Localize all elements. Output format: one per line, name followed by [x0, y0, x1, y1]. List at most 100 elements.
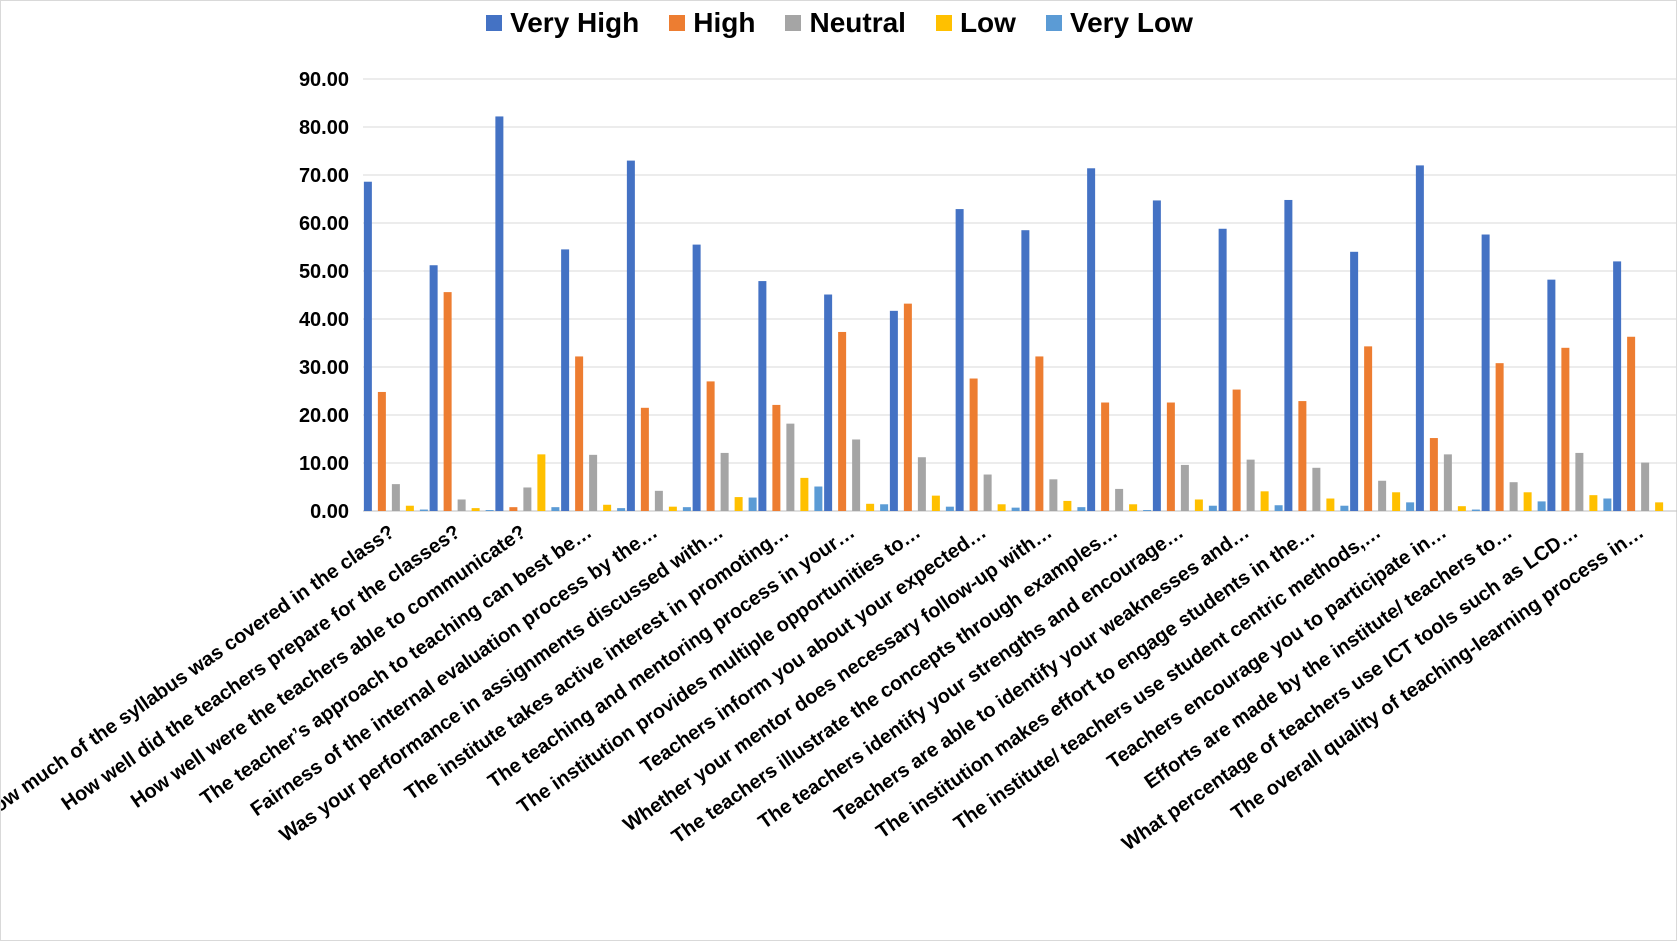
- bar: [1274, 505, 1283, 511]
- y-tick-label: 30.00: [299, 357, 349, 379]
- bar: [377, 391, 386, 511]
- bar: [1035, 356, 1044, 511]
- bar: [903, 303, 912, 511]
- bar: [626, 160, 635, 511]
- bar: [443, 292, 452, 511]
- bar: [983, 474, 992, 511]
- bar: [682, 507, 691, 511]
- legend-item-neutral: Neutral: [785, 7, 906, 39]
- bar: [1011, 507, 1020, 511]
- bar: [1260, 491, 1269, 511]
- bar: [758, 281, 767, 511]
- bar: [1495, 363, 1504, 511]
- bar: [561, 249, 570, 511]
- bar: [589, 454, 598, 511]
- bar: [1180, 464, 1189, 511]
- bar: [419, 509, 428, 511]
- bar: [786, 423, 795, 511]
- bar: [1340, 505, 1349, 511]
- bar: [1641, 462, 1650, 511]
- bar: [551, 507, 560, 511]
- bar: [1143, 510, 1152, 511]
- bar: [1077, 507, 1086, 511]
- y-tick-label: 80.00: [299, 117, 349, 139]
- y-tick-label: 60.00: [299, 213, 349, 235]
- bar: [575, 356, 584, 511]
- bar: [1378, 480, 1387, 511]
- bar: [1471, 509, 1480, 511]
- legend-item-low: Low: [935, 7, 1016, 39]
- bar: [1101, 402, 1110, 511]
- legend-swatch-neutral: [785, 15, 802, 31]
- bar: [866, 503, 875, 511]
- bar: [363, 181, 372, 511]
- y-tick-label: 20.00: [299, 405, 349, 427]
- bar: [1312, 467, 1321, 511]
- bar: [1115, 488, 1124, 511]
- bar: [1284, 199, 1293, 511]
- y-tick-label: 0.00: [310, 501, 349, 523]
- bar: [1087, 168, 1096, 511]
- bar: [1232, 389, 1241, 511]
- legend-label-very-low: Very Low: [1069, 7, 1193, 38]
- bar: [485, 510, 494, 511]
- bar: [1509, 482, 1518, 511]
- bar: [391, 484, 400, 511]
- bar: [880, 504, 889, 511]
- bar: [640, 407, 649, 511]
- bar: [495, 116, 504, 511]
- bar: [748, 497, 757, 511]
- bar: [969, 378, 978, 511]
- bar: [471, 508, 480, 511]
- bar: [1443, 454, 1452, 511]
- bar: [692, 244, 701, 511]
- bar: [1021, 230, 1030, 511]
- bar: [1457, 506, 1466, 511]
- bar: [1326, 498, 1335, 511]
- bar: [945, 506, 954, 511]
- bar: [1429, 438, 1438, 511]
- bar: [814, 486, 823, 511]
- bar: [824, 294, 833, 511]
- bar: [1523, 492, 1532, 511]
- legend-label-neutral: Neutral: [809, 7, 906, 38]
- bar: [889, 310, 898, 511]
- bar: [1129, 504, 1138, 511]
- y-tick-label: 90.00: [299, 69, 349, 91]
- bar: [931, 495, 940, 511]
- legend-swatch-high: [669, 15, 686, 31]
- legend-item-very-high: Very High: [486, 7, 639, 39]
- bar: [1537, 501, 1546, 511]
- bar: [1218, 228, 1227, 511]
- legend-item-very-low: Very Low: [1045, 7, 1193, 39]
- bar: [537, 454, 546, 511]
- bar: [1298, 401, 1307, 511]
- legend-label-low: Low: [959, 7, 1016, 38]
- y-tick-label: 50.00: [299, 261, 349, 283]
- bar: [1415, 165, 1424, 511]
- bar: [457, 499, 466, 511]
- legend-swatch-very-low: [1045, 15, 1062, 31]
- bar: [997, 504, 1006, 511]
- y-tick-label: 10.00: [299, 453, 349, 475]
- bar: [1589, 495, 1598, 511]
- bar: [668, 506, 677, 511]
- bar: [1406, 502, 1415, 511]
- legend-label-high: High: [693, 7, 756, 38]
- bar: [955, 209, 964, 511]
- bar: [1364, 346, 1373, 511]
- bar: [1655, 502, 1664, 511]
- y-tick-label: 40.00: [299, 309, 349, 331]
- legend-item-high: High: [669, 7, 755, 39]
- bar: [1561, 347, 1570, 511]
- bar: [1613, 261, 1622, 511]
- legend-swatch-very-high: [486, 15, 503, 31]
- bar: [509, 507, 518, 511]
- x-tick-label: How much of the syllabus was covered in …: [1, 521, 399, 825]
- bar: [720, 452, 729, 511]
- bar: [772, 404, 781, 511]
- bar: [603, 504, 612, 511]
- bar: [1547, 279, 1556, 511]
- bar: [405, 505, 414, 511]
